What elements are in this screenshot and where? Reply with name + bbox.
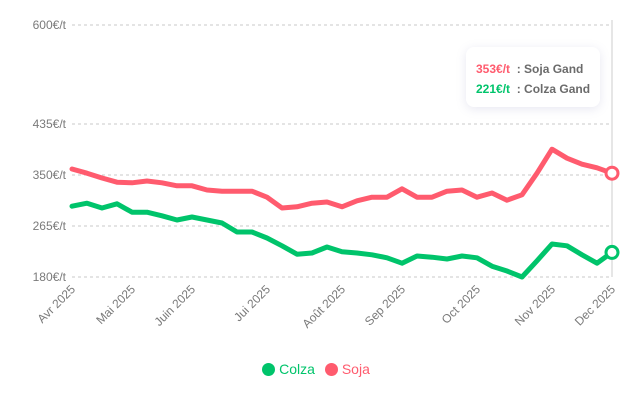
colza-dot-icon [262, 362, 276, 376]
soja-dot-icon [324, 362, 338, 376]
y-tick-label: 265€/t [33, 219, 67, 233]
x-tick-label: Oct 2025 [439, 282, 484, 327]
series-endpoint-soja [604, 165, 620, 181]
y-tick-label: 600€/t [33, 18, 67, 32]
x-tick-label: Avr 2025 [34, 282, 78, 326]
series-line-soja [69, 146, 615, 211]
legend: Colza Soja [0, 361, 632, 379]
x-tick-label: Nov 2025 [512, 282, 558, 328]
x-tick-label: Août 2025 [300, 282, 349, 331]
x-tick-label: Dec 2025 [572, 282, 618, 328]
tooltip-colza-label: : Colza Gand [516, 82, 591, 96]
y-tick-label: 350€/t [33, 168, 67, 182]
y-tick-label: 435€/t [33, 117, 67, 131]
legend-label-colza: Colza [279, 361, 315, 377]
y-tick-label: 180€/t [33, 270, 67, 284]
series-endpoint-colza [604, 244, 620, 260]
legend-item-colza[interactable]: Colza [262, 361, 315, 377]
tooltip-row-colza: 221€/t : Colza Gand [476, 82, 590, 96]
tooltip-colza-value: 221€/t [476, 82, 511, 96]
x-tick-label: Jui 2025 [231, 282, 273, 324]
x-tick-label: Juin 2025 [151, 282, 198, 329]
legend-label-soja: Soja [341, 361, 370, 377]
tooltip-soja-label: : Soja Gand [516, 62, 584, 76]
tooltip-row-soja: 353€/t : Soja Gand [476, 62, 583, 76]
x-tick-label: Sep 2025 [362, 282, 408, 328]
series-line-colza [69, 200, 615, 280]
legend-item-soja[interactable]: Soja [324, 361, 370, 377]
tooltip: 353€/t : Soja Gand 221€/t : Colza Gand [466, 47, 600, 107]
x-tick-label: Mai 2025 [93, 282, 138, 327]
tooltip-soja-value: 353€/t [476, 62, 511, 76]
